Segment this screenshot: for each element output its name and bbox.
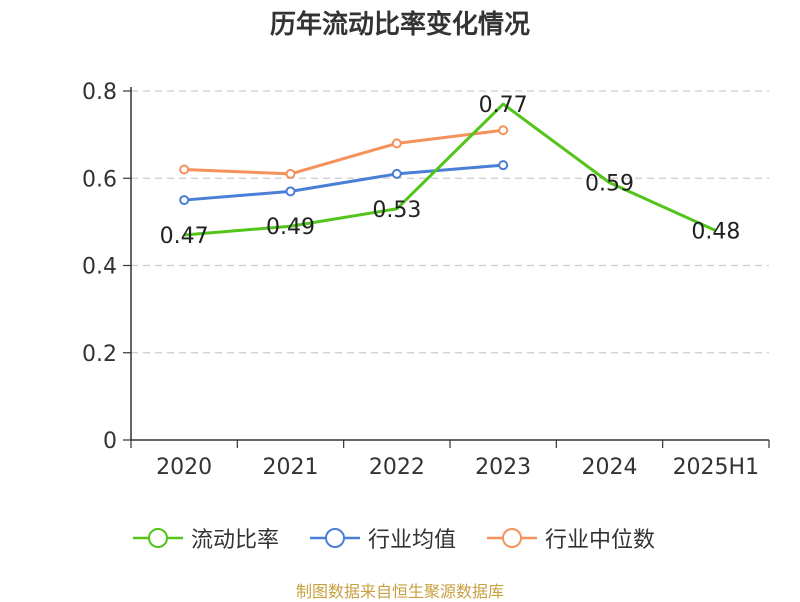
chart-title: 历年流动比率变化情况 [269,10,530,40]
legend-label: 行业中位数 [545,528,656,553]
x-tick-label: 2020 [156,455,212,480]
x-tick-label: 2022 [369,455,425,480]
data-labels: 0.47 0.49 0.53 0.77 0.59 0.48 [160,93,741,249]
data-point [179,164,190,175]
data-label: 0.53 [372,198,421,223]
series-line-1 [184,163,504,202]
data-label: 0.59 [585,172,634,197]
legend: 流动比率 行业均值 行业中位数 [0,518,800,558]
x-tick-label: 2025H1 [673,455,760,480]
grid-lines [131,90,769,354]
data-label: 0.77 [479,93,528,118]
legend-item-current-ratio[interactable]: 流动比率 [133,518,279,558]
y-tick-label: 0 [103,429,117,454]
data-point [391,138,402,149]
legend-label: 流动比率 [191,528,280,553]
x-tick-label: 2023 [475,455,531,480]
data-point [179,195,190,206]
data-label: 0.47 [160,224,209,249]
y-tick-label: 0.6 [82,167,117,192]
data-point [285,186,296,197]
legend-item-industry-median[interactable]: 行业中位数 [487,518,655,558]
series-line-0 [184,102,717,237]
series-lines [179,102,717,237]
x-tick-label: 2021 [263,455,319,480]
legend-item-industry-mean[interactable]: 行业均值 [310,518,456,558]
data-point [498,160,509,171]
series-line-2 [184,128,504,176]
legend-marker-icon [310,528,360,548]
legend-label: 行业均值 [368,528,457,553]
y-tick-label: 0.4 [82,255,117,280]
legend-marker-icon [487,528,537,548]
y-tick-label: 0.2 [82,342,117,367]
data-point [498,125,509,136]
data-point [391,168,402,179]
data-label: 0.49 [266,215,315,240]
data-label: 0.48 [691,220,740,245]
x-tick-label: 2024 [582,455,638,480]
y-tick-label: 0.8 [82,80,117,105]
data-source-note: 制图数据来自恒生聚源数据库 [295,582,504,601]
data-point [285,168,296,179]
axes: 0 0.2 0.4 0.6 0.8 2020 2021 2022 2023 2024 2025H1 [82,80,770,480]
legend-marker-icon [133,528,183,548]
